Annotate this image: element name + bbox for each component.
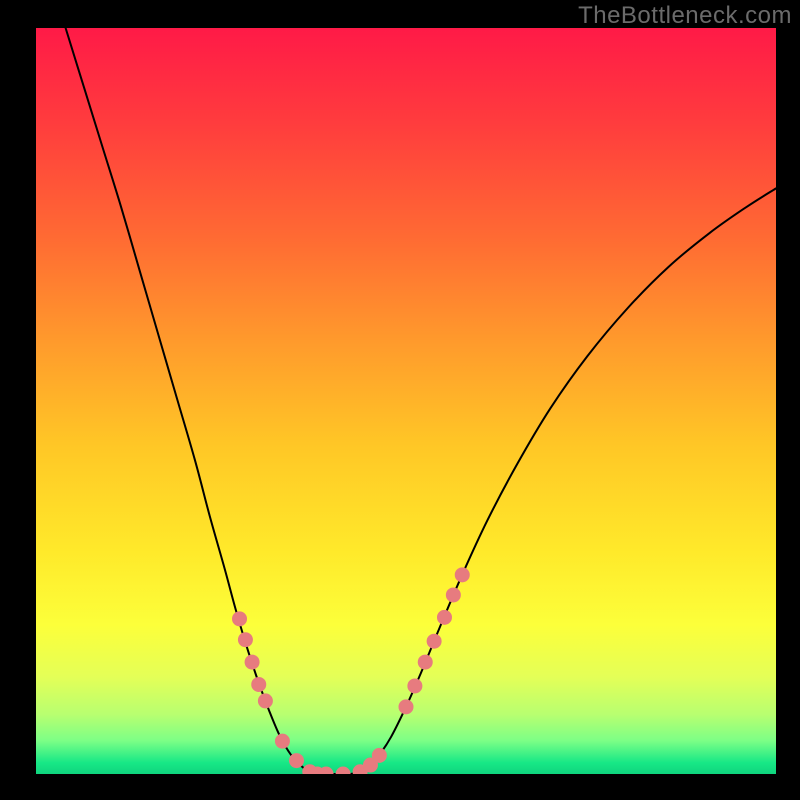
marker-dot [418,655,433,670]
marker-dot [427,634,442,649]
marker-dot [399,699,414,714]
marker-dot [407,678,422,693]
plot-area [36,28,776,774]
marker-dot [238,632,253,647]
marker-dot [437,610,452,625]
marker-dot [245,655,260,670]
watermark-text: TheBottleneck.com [578,2,792,30]
marker-dot [289,753,304,768]
marker-dot [275,734,290,749]
chart-svg [36,28,776,774]
marker-dot [446,587,461,602]
chart-stage: TheBottleneck.com [0,0,800,800]
marker-dot [251,677,266,692]
marker-dot [372,748,387,763]
marker-dot [455,567,470,582]
plot-background [36,28,776,774]
marker-dot [258,693,273,708]
marker-dot [232,611,247,626]
